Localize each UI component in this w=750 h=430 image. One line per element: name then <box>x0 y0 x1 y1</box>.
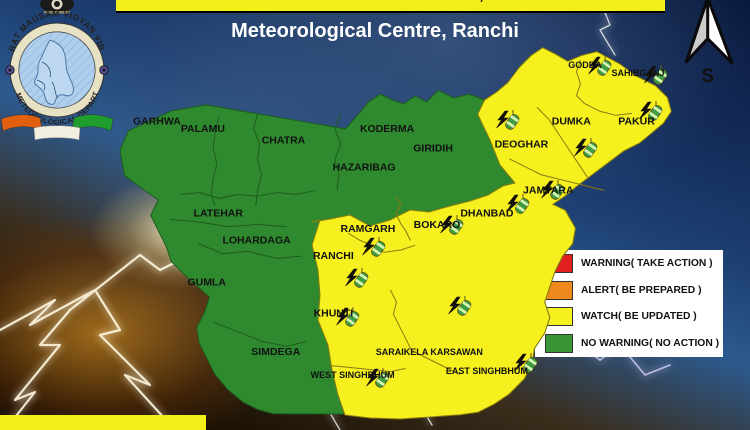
svg-text:LOHARDAGA: LOHARDAGA <box>222 235 291 247</box>
svg-text:PALAMU: PALAMU <box>181 123 225 135</box>
svg-text:EAST SINGHBHUM: EAST SINGHBHUM <box>446 366 528 376</box>
svg-text:PAKUR: PAKUR <box>618 116 655 128</box>
svg-text:GARHWA: GARHWA <box>133 116 181 128</box>
svg-text:GIRIDIH: GIRIDIH <box>413 142 453 154</box>
svg-text:CHATRA: CHATRA <box>262 135 306 147</box>
svg-text:SAHIBGANJ: SAHIBGANJ <box>611 68 664 78</box>
svg-text:RAMGARH: RAMGARH <box>340 223 395 235</box>
svg-text:KHUNTI: KHUNTI <box>314 307 354 319</box>
svg-text:DEOGHAR: DEOGHAR <box>495 139 549 151</box>
svg-text:GODDA: GODDA <box>568 60 602 70</box>
svg-text:DHANBAD: DHANBAD <box>460 208 513 220</box>
svg-text:SIMDEGA: SIMDEGA <box>251 346 300 358</box>
svg-text:GUMLA: GUMLA <box>187 277 226 289</box>
svg-text:LATEHAR: LATEHAR <box>194 208 244 220</box>
svg-text:RANCHI: RANCHI <box>313 250 354 262</box>
svg-text:HAZARIBAG: HAZARIBAG <box>333 162 396 174</box>
svg-text:SARAIKELA KARSAWAN: SARAIKELA KARSAWAN <box>376 347 483 357</box>
svg-text:JAMTARA: JAMTARA <box>523 185 574 197</box>
svg-text:WEST SINGHBHUM: WEST SINGHBHUM <box>311 370 395 380</box>
svg-text:DUMKA: DUMKA <box>552 116 591 128</box>
svg-text:BOKARO: BOKARO <box>414 219 461 231</box>
svg-text:KODERMA: KODERMA <box>360 123 415 135</box>
